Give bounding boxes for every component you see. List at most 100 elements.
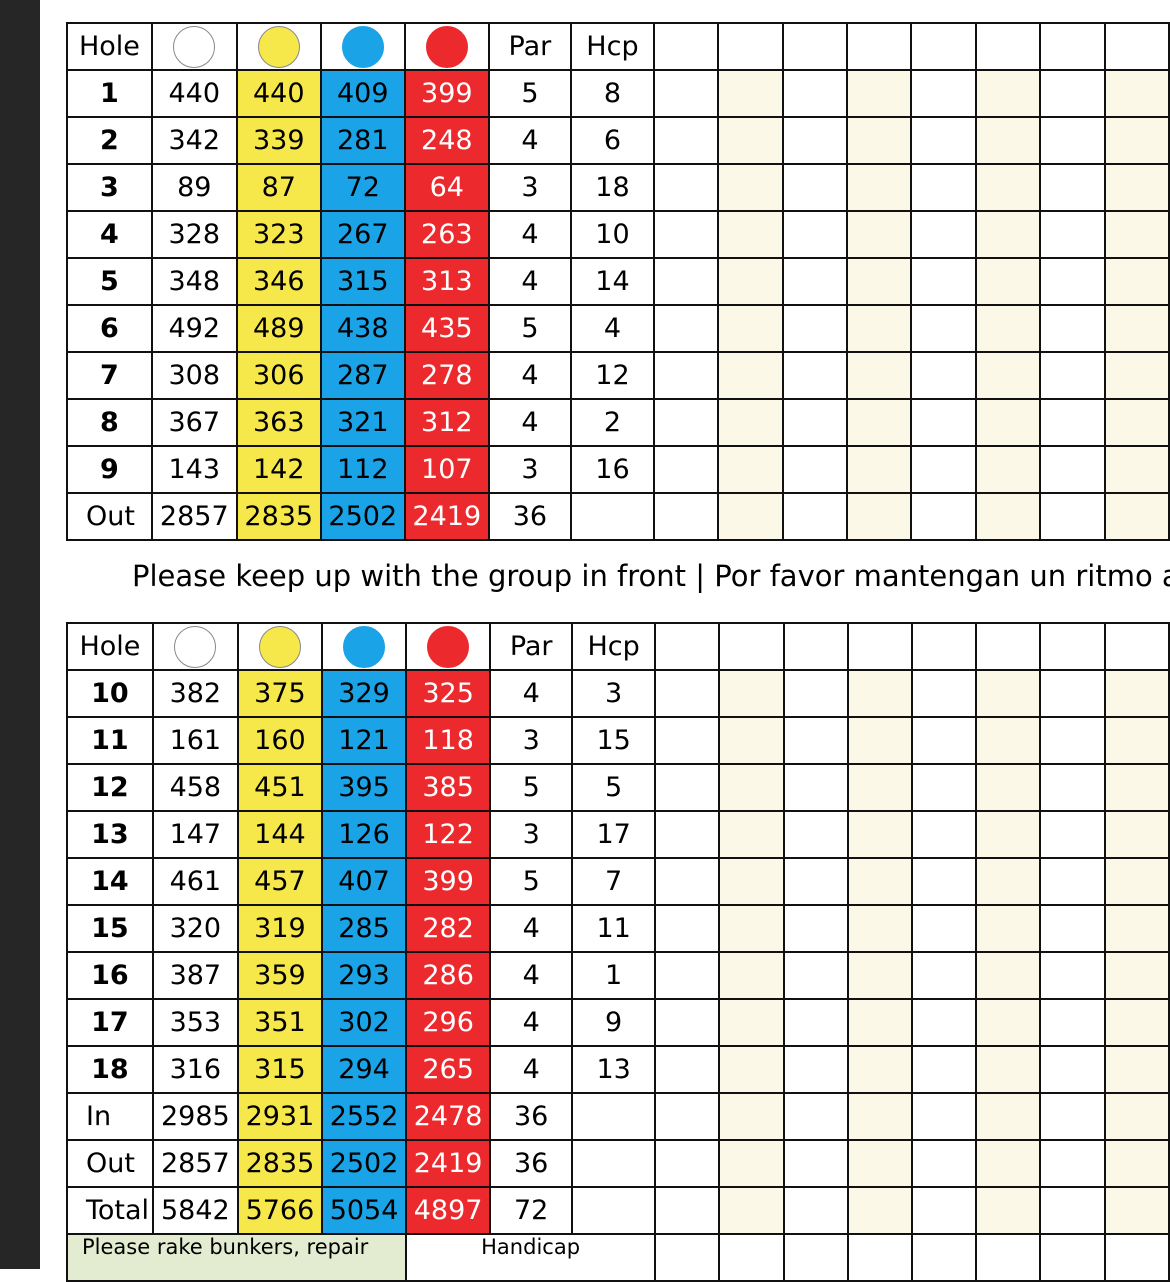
score-entry-cell[interactable] xyxy=(910,857,978,906)
score-entry-cell[interactable] xyxy=(846,210,913,259)
score-entry-cell[interactable] xyxy=(717,351,784,400)
score-entry-cell[interactable] xyxy=(846,716,913,765)
score-entry-cell[interactable] xyxy=(654,716,721,765)
score-entry-cell[interactable] xyxy=(1103,669,1170,718)
score-entry-cell[interactable] xyxy=(1103,1233,1170,1282)
score-entry-cell[interactable] xyxy=(1103,998,1170,1047)
score-entry-cell[interactable] xyxy=(910,163,977,212)
score-entry-cell[interactable] xyxy=(654,1139,721,1188)
score-entry-cell[interactable] xyxy=(1103,951,1170,1000)
score-entry-cell[interactable] xyxy=(846,1233,913,1282)
score-entry-cell[interactable] xyxy=(974,69,1042,118)
score-entry-cell[interactable] xyxy=(781,351,849,400)
score-entry-cell[interactable] xyxy=(1039,257,1106,306)
score-entry-cell[interactable] xyxy=(1103,210,1170,259)
score-entry-cell[interactable] xyxy=(975,904,1042,953)
score-entry-cell[interactable] xyxy=(717,210,784,259)
score-entry-cell[interactable] xyxy=(846,810,913,859)
score-entry-cell[interactable] xyxy=(975,763,1042,812)
score-entry-cell[interactable] xyxy=(654,998,721,1047)
score-entry-cell[interactable] xyxy=(1103,304,1170,353)
score-entry-cell[interactable] xyxy=(910,398,977,447)
score-entry-cell[interactable] xyxy=(718,1233,785,1282)
score-entry-cell[interactable] xyxy=(717,22,784,71)
score-entry-cell[interactable] xyxy=(910,763,978,812)
score-entry-cell[interactable] xyxy=(782,1186,849,1235)
score-entry-cell[interactable] xyxy=(910,1233,978,1282)
score-entry-cell[interactable] xyxy=(846,163,913,212)
score-entry-cell[interactable] xyxy=(654,810,721,859)
score-entry-cell[interactable] xyxy=(782,951,849,1000)
score-entry-cell[interactable] xyxy=(910,445,977,494)
score-entry-cell[interactable] xyxy=(654,763,721,812)
score-entry-cell[interactable] xyxy=(782,1139,849,1188)
score-entry-cell[interactable] xyxy=(975,1092,1042,1141)
score-entry-cell[interactable] xyxy=(718,1045,785,1094)
score-entry-cell[interactable] xyxy=(1103,351,1170,400)
score-entry-cell[interactable] xyxy=(974,492,1042,541)
score-entry-cell[interactable] xyxy=(1039,1045,1106,1094)
score-entry-cell[interactable] xyxy=(846,1092,913,1141)
score-entry-cell[interactable] xyxy=(654,951,721,1000)
score-entry-cell[interactable] xyxy=(654,1233,721,1282)
score-entry-cell[interactable] xyxy=(654,1186,721,1235)
score-entry-cell[interactable] xyxy=(718,810,785,859)
score-entry-cell[interactable] xyxy=(782,716,849,765)
score-entry-cell[interactable] xyxy=(717,492,784,541)
score-entry-cell[interactable] xyxy=(1103,257,1170,306)
score-entry-cell[interactable] xyxy=(974,116,1042,165)
score-entry-cell[interactable] xyxy=(781,210,849,259)
score-entry-cell[interactable] xyxy=(1103,622,1170,671)
score-entry-cell[interactable] xyxy=(1039,716,1106,765)
score-entry-cell[interactable] xyxy=(1103,763,1170,812)
score-entry-cell[interactable] xyxy=(1039,951,1106,1000)
score-entry-cell[interactable] xyxy=(1103,22,1170,71)
score-entry-cell[interactable] xyxy=(1103,1139,1170,1188)
score-entry-cell[interactable] xyxy=(846,304,913,353)
score-entry-cell[interactable] xyxy=(975,716,1042,765)
score-entry-cell[interactable] xyxy=(782,904,849,953)
score-entry-cell[interactable] xyxy=(1039,163,1106,212)
score-entry-cell[interactable] xyxy=(782,1045,849,1094)
score-entry-cell[interactable] xyxy=(975,1186,1042,1235)
score-entry-cell[interactable] xyxy=(654,669,721,718)
score-entry-cell[interactable] xyxy=(782,998,849,1047)
score-entry-cell[interactable] xyxy=(846,1045,913,1094)
score-entry-cell[interactable] xyxy=(718,951,785,1000)
score-entry-cell[interactable] xyxy=(910,669,978,718)
score-entry-cell[interactable] xyxy=(910,716,978,765)
score-entry-cell[interactable] xyxy=(652,22,720,71)
score-entry-cell[interactable] xyxy=(1103,116,1170,165)
score-entry-cell[interactable] xyxy=(846,398,913,447)
score-entry-cell[interactable] xyxy=(1039,351,1106,400)
score-entry-cell[interactable] xyxy=(974,304,1042,353)
score-entry-cell[interactable] xyxy=(1039,1233,1106,1282)
score-entry-cell[interactable] xyxy=(652,116,720,165)
score-entry-cell[interactable] xyxy=(974,351,1042,400)
score-entry-cell[interactable] xyxy=(717,116,784,165)
score-entry-cell[interactable] xyxy=(1039,304,1106,353)
score-entry-cell[interactable] xyxy=(718,716,785,765)
score-entry-cell[interactable] xyxy=(782,1233,849,1282)
score-entry-cell[interactable] xyxy=(974,257,1042,306)
score-entry-cell[interactable] xyxy=(910,69,977,118)
score-entry-cell[interactable] xyxy=(846,69,913,118)
score-entry-cell[interactable] xyxy=(1103,163,1170,212)
score-entry-cell[interactable] xyxy=(1039,1139,1106,1188)
score-entry-cell[interactable] xyxy=(717,398,784,447)
score-entry-cell[interactable] xyxy=(975,810,1042,859)
score-entry-cell[interactable] xyxy=(846,351,913,400)
score-entry-cell[interactable] xyxy=(974,163,1042,212)
score-entry-cell[interactable] xyxy=(846,1186,913,1235)
score-entry-cell[interactable] xyxy=(718,904,785,953)
score-entry-cell[interactable] xyxy=(974,22,1042,71)
score-entry-cell[interactable] xyxy=(654,857,721,906)
score-entry-cell[interactable] xyxy=(1039,904,1106,953)
score-entry-cell[interactable] xyxy=(1039,398,1106,447)
score-entry-cell[interactable] xyxy=(1103,445,1170,494)
score-entry-cell[interactable] xyxy=(975,857,1042,906)
score-entry-cell[interactable] xyxy=(718,669,785,718)
score-entry-cell[interactable] xyxy=(781,257,849,306)
score-entry-cell[interactable] xyxy=(1103,810,1170,859)
score-entry-cell[interactable] xyxy=(975,1233,1042,1282)
